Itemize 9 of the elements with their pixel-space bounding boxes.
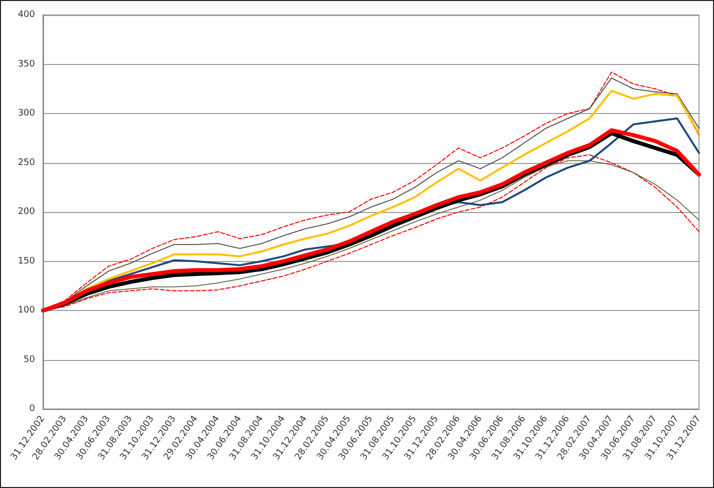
y-tick-label: 100 [18, 306, 36, 316]
y-tick-label: 150 [18, 256, 36, 266]
y-tick-label: 200 [18, 207, 36, 217]
y-tick-label: 350 [18, 59, 36, 70]
y-tick-label: 400 [18, 10, 36, 20]
y-tick-label: 0 [29, 404, 36, 414]
y-tick-label: 300 [18, 108, 36, 118]
y-tick-label: 50 [24, 354, 36, 365]
y-tick-label: 250 [18, 158, 36, 168]
